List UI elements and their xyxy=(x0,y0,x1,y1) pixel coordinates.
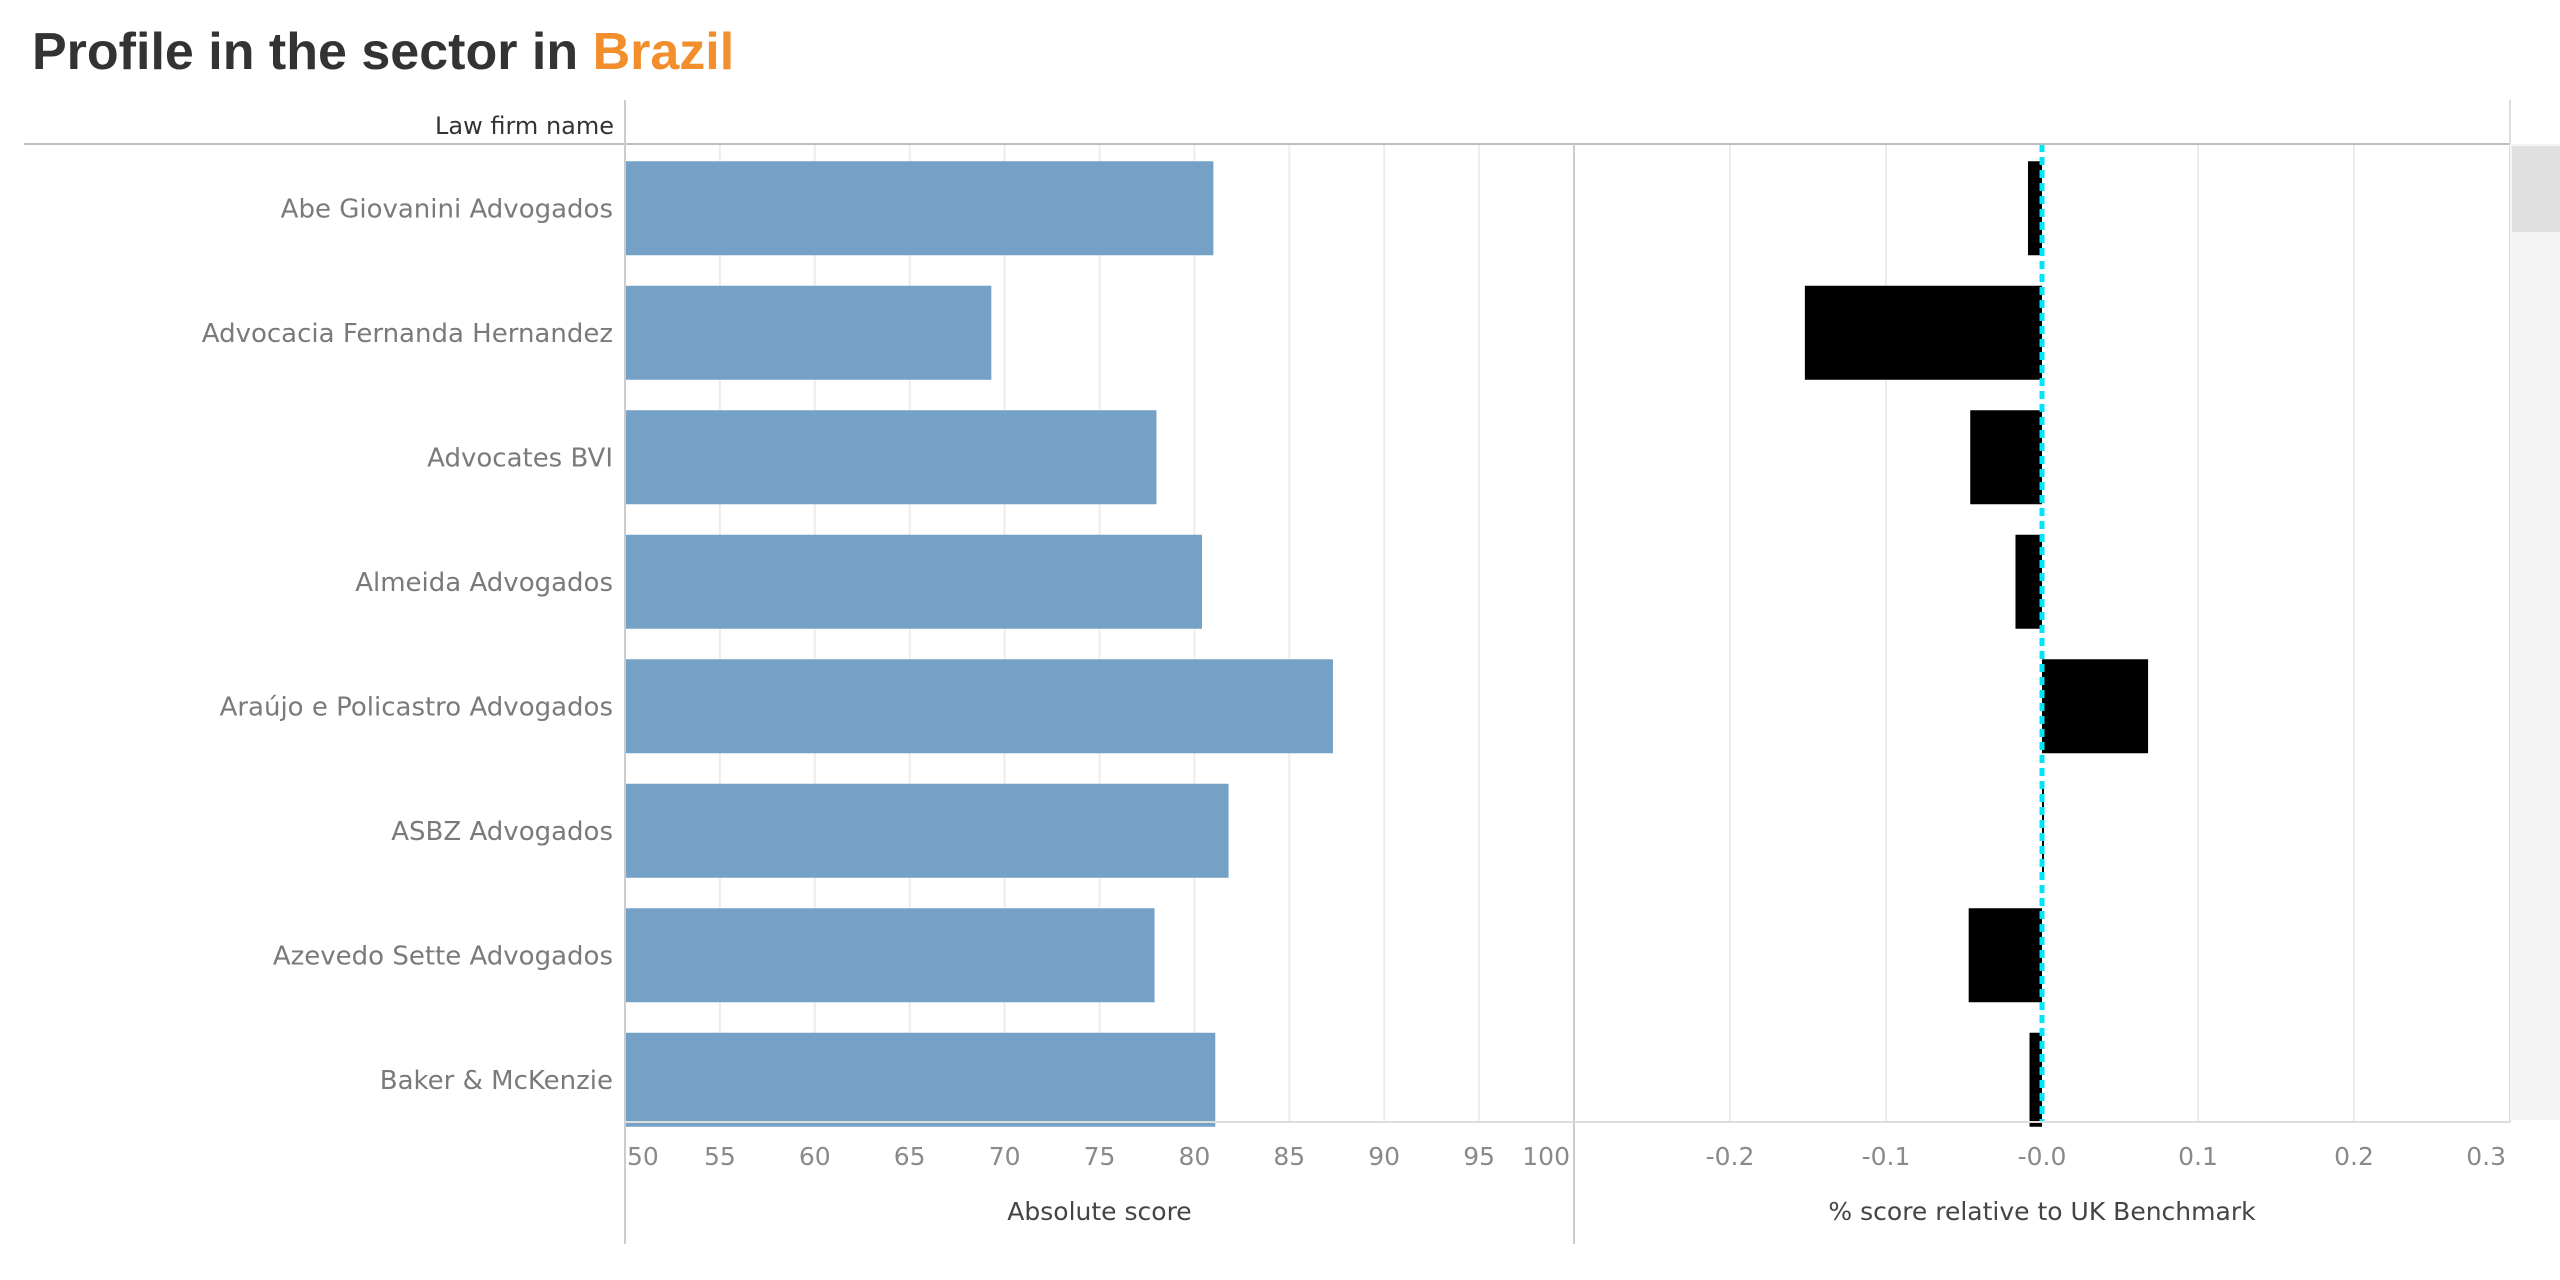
abs-tick-label: 70 xyxy=(989,1142,1021,1171)
abs-tick-label: 55 xyxy=(704,1142,736,1171)
rel-tick-label: -0.1 xyxy=(1862,1142,1911,1171)
abs-tick-label: 50 xyxy=(627,1142,659,1171)
rel-tick-label: -0.0 xyxy=(2018,1142,2067,1171)
title-prefix: Profile in the sector in xyxy=(32,23,593,81)
absolute-score-bar xyxy=(625,534,1202,629)
row-header-label: Law firm name xyxy=(435,112,614,140)
absolute-score-bar xyxy=(625,161,1214,256)
absolute-score-bar xyxy=(625,410,1157,505)
category-label: Advocacia Fernanda Hernandez xyxy=(202,319,613,349)
abs-tick-label: 60 xyxy=(799,1142,831,1171)
relative-score-bar xyxy=(2029,1032,2042,1127)
abs-tick-label: 85 xyxy=(1273,1142,1305,1171)
relative-score-bar xyxy=(1804,285,2042,380)
category-label: Araújo e Policastro Advogados xyxy=(220,692,613,722)
abs-tick-label: 75 xyxy=(1084,1142,1116,1171)
absolute-score-bar xyxy=(625,908,1155,1003)
rel-tick-label: -0.2 xyxy=(1706,1142,1755,1171)
category-label: Almeida Advogados xyxy=(355,568,613,598)
absolute-score-bar xyxy=(625,1032,1216,1127)
scrollbar-thumb[interactable] xyxy=(2512,146,2560,232)
abs-tick-label: 90 xyxy=(1368,1142,1400,1171)
abs-tick-label: 100 xyxy=(1522,1142,1570,1171)
relative-score-bar xyxy=(2015,534,2042,629)
absolute-score-bar xyxy=(625,783,1229,878)
category-label: ASBZ Advogados xyxy=(391,817,613,847)
rel-tick-label: 0.1 xyxy=(2178,1142,2218,1171)
absolute-score-bar xyxy=(625,285,992,380)
relative-score-bar xyxy=(2027,161,2042,256)
abs-tick-label: 95 xyxy=(1463,1142,1495,1171)
relative-score-bar xyxy=(2042,659,2149,754)
relative-score-bar xyxy=(1970,410,2042,505)
category-label: Abe Giovanini Advogados xyxy=(281,194,613,224)
rel-axis-title: % score relative to UK Benchmark xyxy=(1828,1197,2256,1226)
abs-tick-label: 80 xyxy=(1178,1142,1210,1171)
rel-tick-label: 0.2 xyxy=(2334,1142,2374,1171)
category-label: Advocates BVI xyxy=(427,443,613,473)
absolute-score-bar xyxy=(625,659,1333,754)
relative-score-bar xyxy=(1968,908,2042,1003)
rel-tick-label: 0.3 xyxy=(2466,1142,2506,1171)
chart-title: Profile in the sector in Brazil xyxy=(32,20,734,84)
abs-axis-title: Absolute score xyxy=(1007,1197,1191,1226)
relative-score-bar xyxy=(2042,783,2044,878)
category-label: Azevedo Sette Advogados xyxy=(273,941,613,971)
scrollbar-track[interactable] xyxy=(2510,144,2560,1120)
abs-tick-label: 65 xyxy=(894,1142,926,1171)
category-label: Baker & McKenzie xyxy=(380,1066,613,1096)
title-country: Brazil xyxy=(592,23,735,81)
